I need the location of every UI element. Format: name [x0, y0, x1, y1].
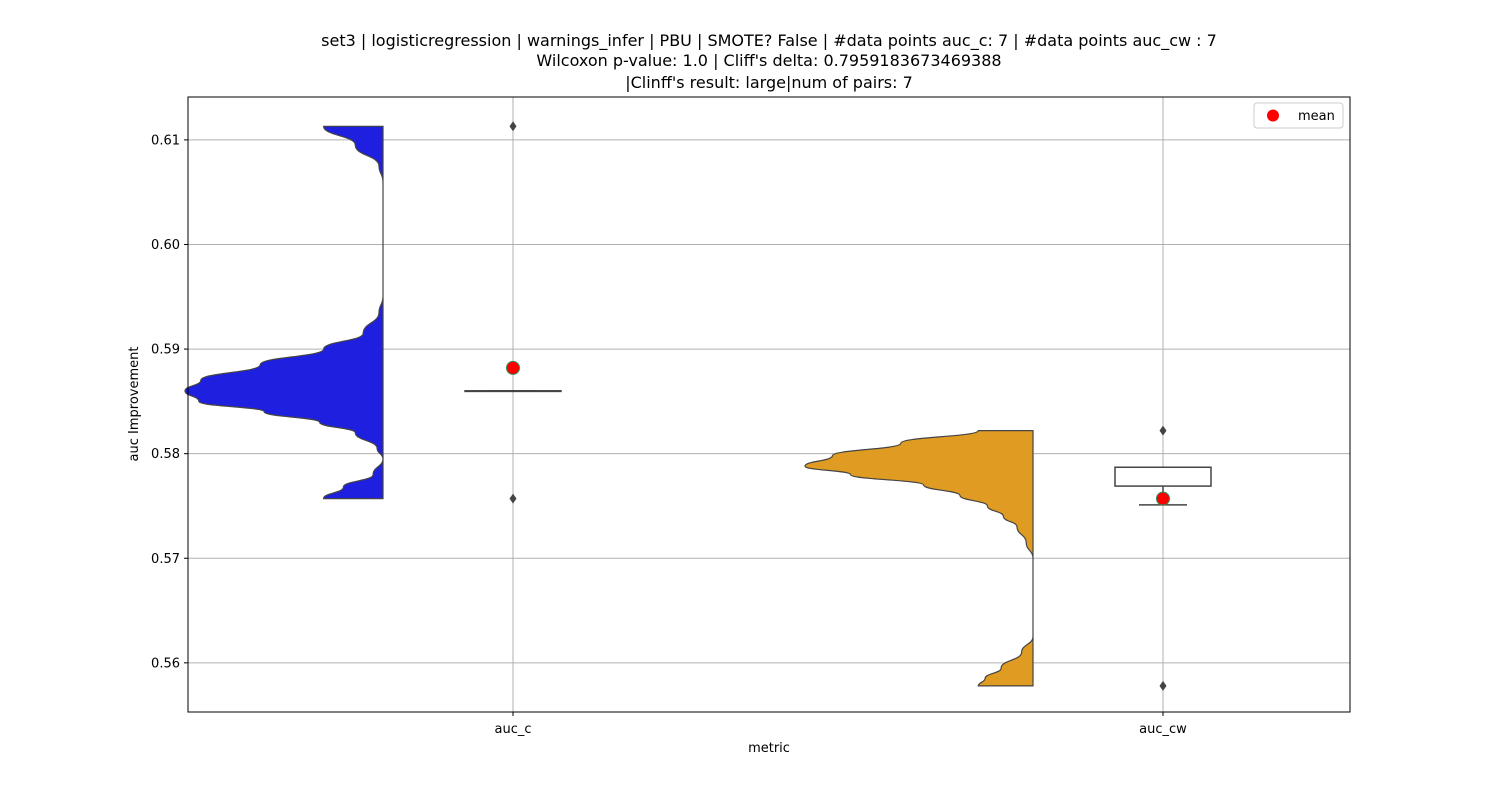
violin-auc_c: [184, 125, 384, 500]
x-tick-label: auc_cw: [1139, 722, 1187, 737]
chart-title: set3 | logisticregression | warnings_inf…: [321, 31, 1217, 92]
y-axis-label: auc Improvement: [127, 347, 142, 462]
mean-marker-auc_c: [506, 360, 520, 375]
title-line-1: set3 | logisticregression | warnings_inf…: [321, 31, 1217, 51]
outlier-auc_cw: [1159, 425, 1167, 436]
box-auc_cw: [1114, 466, 1212, 487]
violins: [184, 125, 1034, 687]
axis-ticks: 0.56 0.57 0.58 0.59 0.60 0.61 auc_c auc_cw: [151, 133, 1187, 737]
outlier-auc_cw: [1159, 680, 1167, 691]
title-line-3: |Clinff's result: large|num of pairs: 7: [625, 73, 913, 92]
legend: mean: [1253, 102, 1344, 129]
y-tick-label: 0.56: [151, 656, 180, 671]
title-line-2: Wilcoxon p-value: 1.0 | Cliff's delta: 0…: [536, 51, 1001, 70]
box-plots: [464, 121, 1212, 691]
x-axis-label: metric: [748, 741, 790, 756]
y-tick-label: 0.58: [151, 447, 180, 462]
violin-auc_cw: [804, 430, 1034, 687]
y-tick-label: 0.61: [151, 133, 180, 148]
outlier-auc_c: [509, 493, 517, 504]
y-tick-label: 0.59: [151, 343, 180, 358]
mean-marker-auc_cw: [1156, 491, 1170, 506]
legend-mean-label: mean: [1298, 109, 1335, 124]
x-tick-label: auc_c: [494, 722, 531, 737]
legend-box: [1253, 102, 1344, 129]
plot-frame: [187, 96, 1351, 713]
outlier-auc_c: [509, 121, 517, 132]
y-tick-label: 0.57: [151, 552, 180, 567]
legend-mean-marker: [1267, 109, 1279, 122]
y-tick-label: 0.60: [151, 238, 180, 253]
